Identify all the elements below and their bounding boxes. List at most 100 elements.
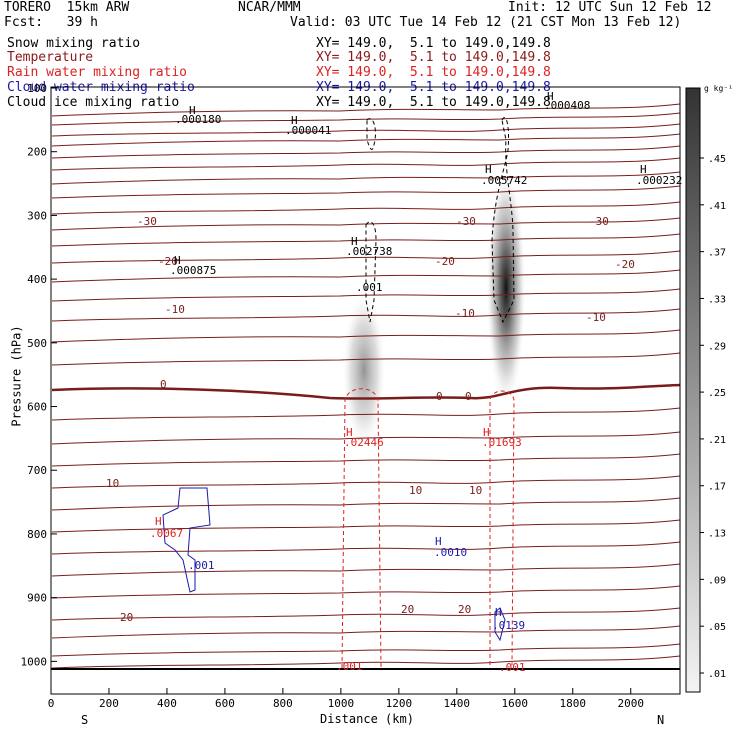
isotherm (51, 329, 681, 343)
shaded-column-2 (486, 180, 526, 420)
isotherm (51, 171, 681, 185)
isotherm (51, 607, 681, 621)
x-axis-title: Distance (km) (320, 712, 414, 726)
isotherm (51, 407, 681, 421)
field-xy-rain: XY= 149.0, 5.1 to 149.0,149.8 (316, 65, 551, 80)
isotherm (51, 288, 681, 302)
field-name-rain: Rain water mixing ratio (7, 65, 188, 80)
isotherm (51, 497, 681, 511)
colorbar-tick-label: .01 (708, 669, 726, 680)
y-tick-label: 500 (27, 337, 47, 350)
max-value: .000875 (170, 264, 217, 277)
max-marker: H (155, 515, 162, 528)
shaded-column-1 (342, 290, 386, 450)
isotherm (51, 352, 681, 366)
colorbar-tick-label: .45 (708, 154, 726, 165)
isotherm (51, 585, 681, 599)
y-tick-label: 200 (27, 146, 47, 159)
x-tick-label: 600 (215, 697, 235, 710)
colorbar-tick-label: .13 (708, 529, 726, 540)
x-tick-label: 1600 (502, 697, 529, 710)
max-marker: H (495, 606, 502, 619)
x-end-label-north: N (657, 713, 665, 727)
x-tick-label: 800 (273, 697, 293, 710)
colorbar-tick-label: .41 (708, 201, 726, 212)
isotherm (51, 112, 681, 126)
x-tick-label: 0 (48, 697, 55, 710)
isotherm (51, 475, 681, 489)
temp-label: -10 (165, 303, 185, 316)
temp-label: 10 (106, 477, 120, 490)
model-title: TORERO 15km ARW (4, 0, 130, 15)
x-tick-label: 1000 (328, 697, 355, 710)
isotherm (51, 133, 681, 147)
max-value: .0139 (492, 619, 526, 632)
isotherm (51, 103, 681, 117)
contour-value: .001 (499, 661, 526, 674)
plot-frame (50, 86, 681, 695)
x-tick-label: 200 (99, 697, 119, 710)
rain-water-contours (341, 388, 515, 669)
y-tick-label: 300 (27, 209, 47, 222)
temp-label: -20 (435, 255, 455, 268)
isotherm (51, 185, 681, 199)
isotherm (51, 201, 681, 215)
max-marker: H (351, 235, 358, 248)
max-value: .01693 (482, 436, 522, 449)
max-value: .0010 (434, 546, 468, 559)
isotherm (51, 233, 681, 247)
contour-value: .001 (356, 281, 383, 294)
colorbar-tick-label: .33 (708, 294, 726, 305)
field-name-cloud-ice: Cloud ice mixing ratio (7, 95, 180, 110)
x-end-label-south: S (81, 713, 89, 727)
colorbar-tick-label: .29 (708, 341, 726, 352)
y-tick-label: 100 (27, 82, 47, 95)
max-marker: H (547, 90, 554, 103)
isotherm (51, 269, 681, 283)
isotherm (51, 250, 681, 264)
field-name-snow: Snow mixing ratio (7, 36, 141, 51)
center-title: NCAR/MMM (238, 0, 301, 15)
max-value: .02446 (344, 436, 384, 449)
isotherm (51, 541, 681, 555)
temp-label: 20 (401, 603, 415, 616)
contour-value: .001 (336, 660, 363, 673)
x-tick-label: 1800 (560, 697, 587, 710)
valid-time: Valid: 03 UTC Tue 14 Feb 12 (21 CST Mon … (290, 15, 682, 30)
isotherm (51, 431, 681, 445)
y-tick-label: 900 (27, 592, 47, 605)
isotherm (51, 157, 681, 171)
init-time: Init: 12 UTC Sun 12 Feb 12 (508, 0, 712, 15)
cloud-water-contours (162, 487, 506, 642)
max-value: .000232 (636, 174, 683, 187)
colorbar-tick-label: .21 (708, 435, 726, 446)
colorbar-tick-label: .25 (708, 388, 726, 399)
temp-label: -10 (586, 311, 606, 324)
temp-label: -30 (456, 215, 476, 228)
isotherm (51, 123, 681, 137)
isotherm (51, 519, 681, 533)
max-marker: H (640, 163, 647, 176)
snow-contours (365, 117, 515, 324)
temp-label: 10 (469, 484, 483, 497)
y-tick-label: 800 (27, 528, 47, 541)
y-tick-label: 600 (27, 401, 47, 414)
max-value: .005742 (481, 174, 528, 187)
temp-label: 0 (465, 390, 472, 403)
x-tick-label: 2000 (617, 697, 644, 710)
isotherm (51, 453, 681, 467)
temp-label: 10 (409, 484, 423, 497)
y-tick-label: 400 (27, 273, 47, 286)
freezing-level-contour (51, 383, 681, 400)
isotherm (51, 643, 681, 657)
max-value: .000408 (544, 99, 591, 112)
isotherm (51, 308, 681, 322)
y-axis: 100 200 300 400 500 600 700 800 900 1000 (21, 82, 57, 668)
isotherm (51, 625, 681, 639)
temp-label: -20 (615, 258, 635, 271)
y-tick-label: 700 (27, 464, 47, 477)
max-value: .000180 (175, 113, 222, 126)
field-xy-snow: XY= 149.0, 5.1 to 149.0,149.8 (316, 36, 551, 51)
forecast-hour: Fcst: 39 h (4, 15, 98, 30)
